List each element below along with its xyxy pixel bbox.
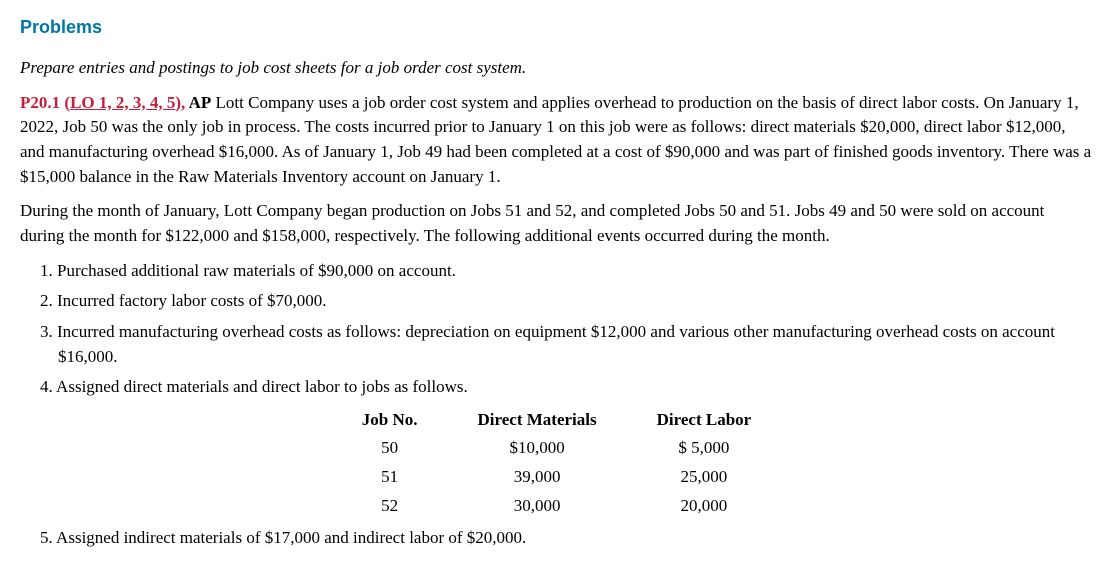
table-cell: 52 [332,492,448,521]
table-row: 50 $10,000 $ 5,000 [332,434,781,463]
table-header: Direct Materials [448,406,627,435]
lo-text: LO 1, 2, 3, 4, 5 [70,93,175,112]
events-list: 1. Purchased additional raw materials of… [20,259,1093,400]
table-cell: $ 5,000 [627,434,782,463]
table-row: 51 39,000 25,000 [332,463,781,492]
table-cell: 51 [332,463,448,492]
table-header: Direct Labor [627,406,782,435]
ap-label: AP [189,93,212,112]
table-cell: 50 [332,434,448,463]
table-cell: 20,000 [627,492,782,521]
table-row: 52 30,000 20,000 [332,492,781,521]
events-list-cont: 5. Assigned indirect materials of $17,00… [20,526,1093,551]
instruction-text: Prepare entries and postings to job cost… [20,56,1093,81]
table-cell: 25,000 [627,463,782,492]
table-header: Job No. [332,406,448,435]
list-item: 2. Incurred factory labor costs of $70,0… [40,289,1093,314]
list-item: 4. Assigned direct materials and direct … [40,375,1093,400]
lo-suffix: ), [175,93,188,112]
list-item: 1. Purchased additional raw materials of… [40,259,1093,284]
section-heading: Problems [20,14,1093,40]
problem-paragraph-1: P20.1 (LO 1, 2, 3, 4, 5), AP Lott Compan… [20,91,1093,190]
table-cell: 39,000 [448,463,627,492]
job-assignment-table: Job No. Direct Materials Direct Labor 50… [332,406,781,521]
problem-paragraph-2: During the month of January, Lott Compan… [20,199,1093,248]
problem-number: P20.1 [20,93,64,112]
table-header-row: Job No. Direct Materials Direct Labor [332,406,781,435]
list-item: 5. Assigned indirect materials of $17,00… [40,526,1093,551]
list-item: 3. Incurred manufacturing overhead costs… [40,320,1093,369]
table-cell: $10,000 [448,434,627,463]
lo-reference: (LO 1, 2, 3, 4, 5), [64,93,188,112]
table-cell: 30,000 [448,492,627,521]
